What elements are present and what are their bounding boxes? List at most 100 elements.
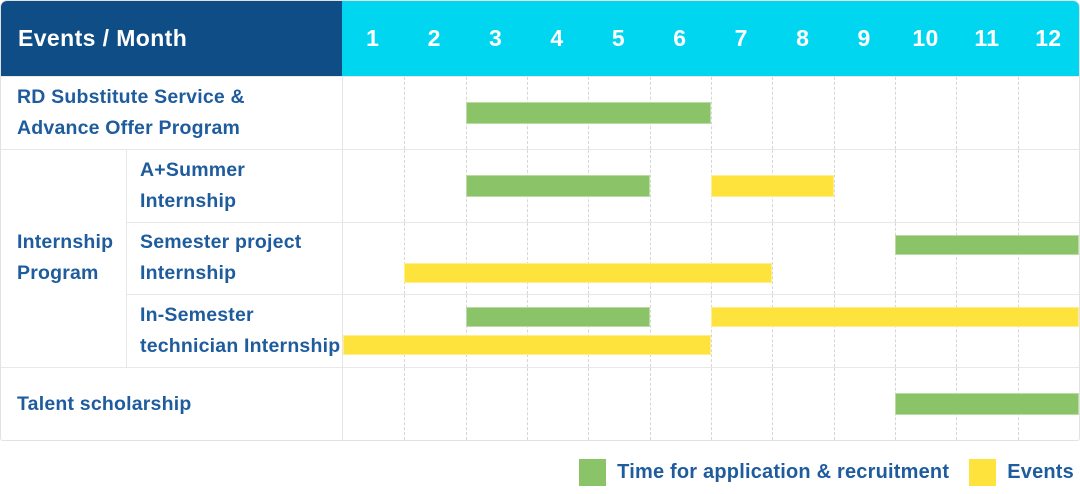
row-label-line: technician Internship — [140, 335, 341, 358]
month-cell-10 — [894, 77, 956, 149]
chart-row-in-semester-technician-internship — [342, 294, 1079, 368]
gantt-bar-application — [895, 393, 1079, 416]
month-cell-2 — [404, 149, 465, 222]
month-gridlines — [343, 77, 1079, 149]
group-label-line: Internship — [17, 231, 114, 254]
gantt-bar-events — [711, 307, 1079, 328]
row-label-semester-project-internship: Semester project Internship — [126, 221, 342, 295]
month-cell-8 — [772, 368, 833, 440]
month-cell-6 — [649, 149, 711, 222]
month-cell-4 — [526, 222, 588, 295]
month-cell-8 — [772, 295, 833, 368]
month-cell-9 — [833, 77, 895, 149]
row-label-line: Internship — [140, 189, 237, 212]
month-cell-11 — [956, 77, 1017, 149]
month-cell-10 — [894, 149, 956, 222]
month-cell-5 — [588, 295, 649, 368]
chart-row-a-plus-summer-internship — [342, 148, 1079, 222]
group-label-line: Program — [17, 262, 99, 285]
month-header-7: 7 — [734, 25, 748, 51]
month-cell-9 — [833, 368, 895, 440]
chart-row-talent-scholarship — [342, 367, 1079, 440]
month-cell-1 — [343, 223, 404, 295]
month-cell-7 — [710, 222, 772, 295]
month-cell-9 — [833, 295, 895, 368]
row-label-line: Internship — [140, 262, 237, 285]
month-cell-1 — [343, 295, 404, 367]
month-gridlines — [343, 295, 1079, 368]
month-cell-6 — [649, 295, 711, 368]
month-header-5: 5 — [611, 25, 625, 51]
month-header-12: 12 — [1035, 25, 1062, 51]
chart-row-semester-project-internship — [342, 221, 1079, 295]
month-header-2: 2 — [427, 25, 441, 51]
month-cell-5 — [588, 222, 649, 295]
month-cell-3 — [465, 295, 527, 368]
month-header-4: 4 — [550, 25, 564, 51]
row-label-line: A+Summer — [140, 158, 246, 181]
month-cell-6 — [649, 222, 711, 295]
row-label-line: Semester project — [140, 231, 302, 254]
group-label-internship-program: Internship Program — [1, 148, 126, 367]
table-header-title-text: Events / Month — [18, 25, 188, 51]
month-header-1: 1 — [366, 25, 380, 51]
month-cell-1 — [343, 368, 404, 440]
row-label-line: Talent scholarship — [17, 392, 192, 415]
row-label-in-semester-technician-internship: In-Semester technician Internship — [126, 294, 342, 368]
gantt-bar-events — [711, 174, 834, 197]
month-header-6: 6 — [673, 25, 687, 51]
row-label-a-plus-summer-internship: A+Summer Internship — [126, 148, 342, 222]
month-cell-1 — [343, 150, 404, 222]
month-cell-4 — [526, 368, 588, 440]
chart-row-rd-substitute-service — [342, 76, 1079, 149]
legend-swatch-application — [579, 459, 607, 486]
month-cell-5 — [588, 368, 649, 440]
month-header-row: 1 2 3 4 5 6 7 8 9 10 11 12 — [342, 1, 1079, 76]
month-cell-11 — [956, 295, 1017, 368]
month-cell-7 — [710, 77, 772, 149]
month-cell-6 — [649, 368, 711, 440]
month-cell-11 — [956, 149, 1017, 222]
legend-item-application: Time for application & recruitment — [579, 459, 949, 486]
row-label-line: In-Semester — [140, 304, 254, 327]
events-month-gantt-table: Events / Month 1 2 3 4 5 6 7 8 9 10 11 12 Internshi… — [0, 0, 1080, 441]
month-header-3: 3 — [488, 25, 503, 51]
month-cell-2 — [404, 77, 465, 149]
month-cell-2 — [404, 295, 465, 368]
month-cell-3 — [465, 222, 527, 295]
month-header-10: 10 — [912, 25, 939, 51]
month-header-9: 9 — [857, 25, 871, 51]
row-label-line: Advance Offer Program — [17, 116, 241, 139]
month-cell-12 — [1017, 77, 1079, 149]
gantt-bar-events — [404, 262, 773, 283]
gantt-bar-application — [465, 101, 711, 124]
row-label-line: RD Substitute Service & — [17, 85, 245, 108]
month-cell-8 — [772, 77, 833, 149]
gantt-bar-application — [465, 174, 650, 197]
month-gridlines — [343, 222, 1079, 295]
month-cell-7 — [710, 368, 772, 440]
month-header-8: 8 — [796, 25, 810, 51]
month-cell-9 — [833, 149, 895, 222]
month-cell-10 — [894, 222, 956, 295]
legend-label-application: Time for application & recruitment — [617, 461, 950, 483]
table-header-title: Events / Month — [1, 1, 342, 76]
month-cell-2 — [404, 368, 465, 440]
legend-item-events: Events — [969, 459, 1074, 486]
gantt-bar-application — [465, 307, 650, 328]
month-cell-12 — [1017, 222, 1079, 295]
month-cell-3 — [465, 368, 527, 440]
row-label-rd-substitute-service: RD Substitute Service & Advance Offer Pro… — [1, 76, 342, 149]
month-header-11: 11 — [974, 25, 1000, 51]
legend: Time for application & recruitment Events — [579, 459, 1074, 486]
month-cell-4 — [526, 295, 588, 368]
month-cell-12 — [1017, 295, 1079, 368]
month-cell-2 — [404, 222, 465, 295]
month-cell-9 — [833, 222, 895, 295]
month-cell-8 — [772, 222, 833, 295]
row-label-talent-scholarship: Talent scholarship — [1, 367, 342, 440]
month-cell-10 — [894, 295, 956, 368]
legend-swatch-events — [969, 459, 997, 486]
month-cell-11 — [956, 222, 1017, 295]
gantt-bar-events — [343, 335, 711, 356]
